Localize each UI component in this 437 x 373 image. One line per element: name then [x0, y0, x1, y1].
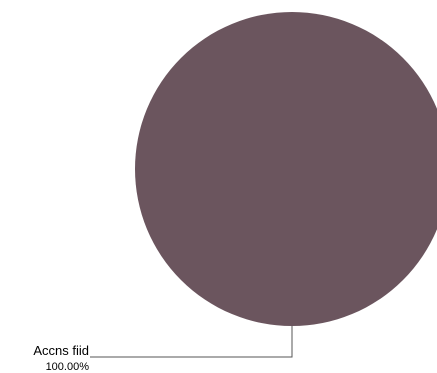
pie-slice — [135, 12, 437, 326]
pie-leader-line — [90, 326, 293, 358]
pie-slices — [135, 12, 437, 326]
pie-slice-label: Accns fiid — [33, 343, 89, 358]
pie-slice-percent: 100.00% — [46, 361, 90, 373]
pie-labels: Accns fiid 100.00% — [33, 326, 293, 373]
